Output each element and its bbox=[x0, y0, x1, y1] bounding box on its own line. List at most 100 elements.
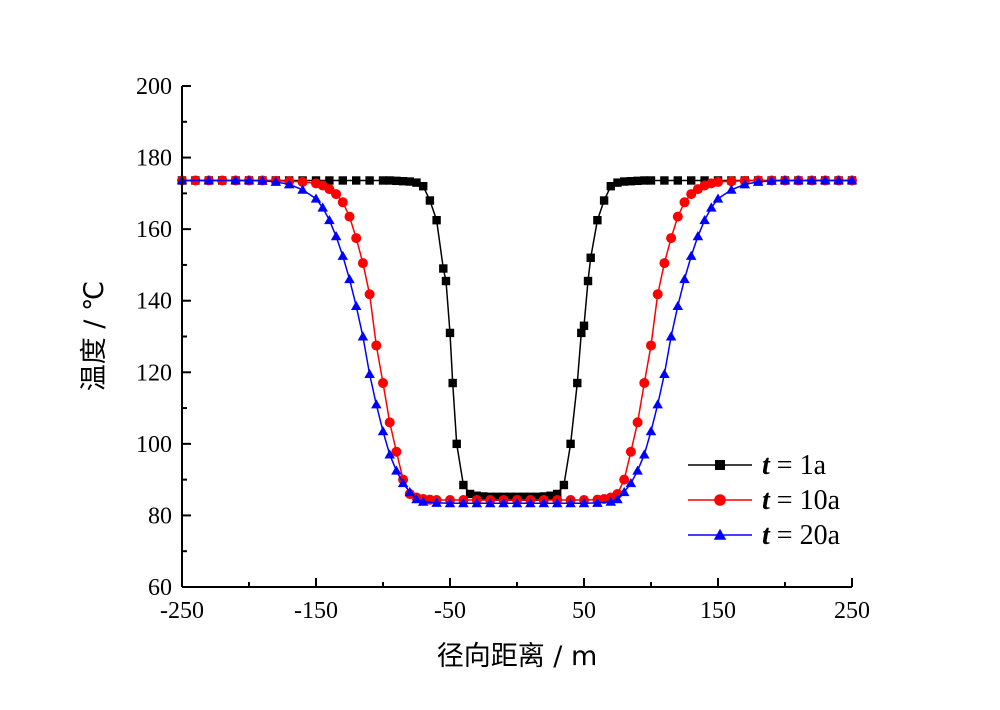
data-point bbox=[645, 426, 657, 436]
data-point bbox=[452, 439, 461, 449]
data-point bbox=[819, 175, 831, 185]
y-axis-title: 温度 / ℃ bbox=[79, 281, 110, 392]
data-point bbox=[579, 321, 589, 330]
data-point bbox=[687, 176, 696, 185]
legend-label: t = 1a bbox=[762, 450, 827, 481]
data-point bbox=[371, 399, 382, 409]
data-point bbox=[417, 496, 429, 506]
data-point bbox=[752, 176, 764, 186]
data-point bbox=[652, 289, 663, 300]
data-point bbox=[779, 175, 791, 185]
data-point bbox=[806, 175, 818, 185]
data-point bbox=[612, 494, 623, 504]
series-2 bbox=[177, 175, 857, 506]
series-3-line bbox=[182, 179, 852, 505]
data-point bbox=[331, 189, 342, 200]
data-point bbox=[337, 197, 348, 208]
y-tick-label: 140 bbox=[136, 289, 172, 315]
series-1 bbox=[177, 176, 857, 502]
data-point bbox=[384, 417, 395, 428]
data-point bbox=[324, 214, 335, 225]
data-point bbox=[673, 176, 682, 185]
data-point bbox=[665, 331, 677, 341]
legend-variable: t bbox=[762, 450, 771, 481]
data-point bbox=[297, 176, 308, 187]
data-point bbox=[511, 498, 523, 508]
data-point bbox=[378, 378, 388, 389]
data-point bbox=[412, 178, 421, 187]
data-point bbox=[625, 477, 637, 488]
data-point bbox=[444, 498, 456, 508]
data-point bbox=[559, 480, 569, 490]
data-point bbox=[605, 496, 617, 506]
data-point bbox=[519, 492, 528, 502]
data-point bbox=[553, 489, 562, 499]
legend-value: = 1a bbox=[770, 450, 827, 481]
data-point bbox=[632, 465, 643, 475]
data-point bbox=[620, 177, 629, 186]
x-tick-label: 150 bbox=[700, 598, 736, 624]
x-tick-label: -50 bbox=[434, 598, 466, 624]
data-point bbox=[672, 300, 684, 311]
data-point bbox=[337, 250, 349, 260]
legend-variable: t bbox=[762, 520, 771, 551]
data-point bbox=[633, 176, 642, 186]
data-point bbox=[793, 175, 804, 185]
data-point bbox=[506, 492, 515, 502]
data-point bbox=[726, 184, 737, 194]
data-point bbox=[546, 491, 555, 500]
data-point bbox=[586, 253, 595, 262]
data-point bbox=[377, 426, 389, 436]
data-point bbox=[660, 176, 669, 185]
x-tick-label: 250 bbox=[834, 598, 870, 624]
data-point bbox=[344, 211, 355, 222]
data-point bbox=[679, 197, 690, 208]
data-point bbox=[404, 486, 416, 497]
data-point bbox=[441, 276, 451, 286]
data-point bbox=[592, 497, 603, 507]
data-point bbox=[652, 399, 663, 409]
data-point bbox=[713, 176, 723, 187]
data-point bbox=[391, 446, 402, 457]
data-point bbox=[565, 498, 576, 508]
data-point bbox=[398, 176, 408, 186]
data-point bbox=[492, 492, 502, 502]
data-point bbox=[619, 474, 630, 485]
axis-ticks: -250 -150 -50 50 150 250 60 80 100 120 140 160 180 20… bbox=[136, 74, 870, 624]
series-1-line bbox=[182, 179, 852, 498]
data-point bbox=[357, 258, 368, 269]
plot-content bbox=[176, 175, 858, 508]
data-point bbox=[618, 486, 630, 497]
legend-value: = 10a bbox=[770, 485, 841, 516]
data-point bbox=[646, 176, 656, 185]
data-point bbox=[613, 178, 622, 187]
data-point bbox=[577, 328, 586, 338]
legend-marker bbox=[713, 528, 727, 540]
y-tick-label: 160 bbox=[136, 217, 172, 243]
data-point bbox=[699, 214, 710, 225]
x-tick-label: -250 bbox=[160, 598, 204, 624]
data-point bbox=[352, 176, 361, 185]
data-point bbox=[230, 175, 241, 185]
data-point bbox=[365, 176, 374, 185]
data-point bbox=[364, 368, 375, 379]
data-point bbox=[659, 368, 670, 379]
x-tick-label: 50 bbox=[572, 598, 596, 624]
data-point bbox=[425, 196, 435, 205]
data-point bbox=[639, 378, 650, 389]
data-point bbox=[243, 175, 255, 185]
data-point bbox=[325, 176, 334, 185]
data-point bbox=[385, 176, 394, 185]
data-point bbox=[626, 176, 636, 186]
data-point bbox=[431, 497, 442, 507]
data-point bbox=[391, 465, 402, 475]
data-point bbox=[445, 328, 455, 338]
data-point bbox=[350, 300, 362, 311]
data-point bbox=[646, 340, 656, 351]
data-point bbox=[270, 176, 282, 186]
legend-marker bbox=[714, 494, 726, 506]
data-point bbox=[479, 492, 488, 501]
data-point bbox=[330, 231, 342, 241]
data-point bbox=[573, 378, 582, 388]
